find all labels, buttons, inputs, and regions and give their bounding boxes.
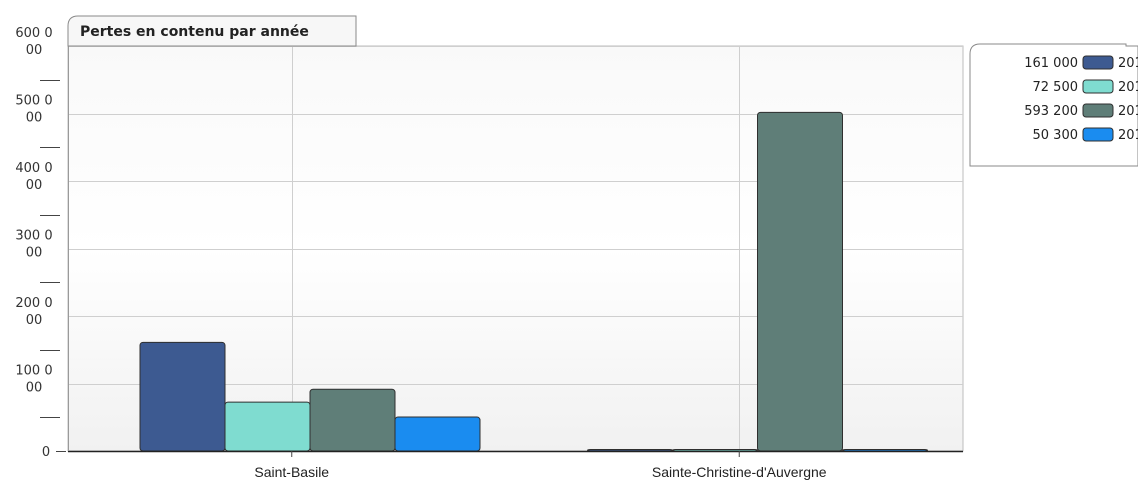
y-tick-label: 100 0 00	[15, 364, 52, 396]
y-tick-label: 200 0 00	[15, 296, 52, 328]
legend: 161 000 2015 72 500 2016 593 200 2017 50 300 20…	[969, 43, 1138, 167]
legend-label-2017[interactable]: 2017	[1118, 104, 1138, 119]
chart-title: Pertes en contenu par année	[80, 24, 309, 40]
y-tick-label: 600 0 00	[15, 26, 52, 58]
y-axis-ticks: 0 100 0 00 200 0 00 300 0 00 400 0 00 500 0 00 600 …	[15, 26, 66, 460]
y-tick-label: 300 0 00	[15, 229, 52, 261]
x-tick-label-saint-basile: Saint-Basile	[254, 464, 329, 480]
legend-label-2015[interactable]: 2015	[1118, 56, 1138, 71]
legend-value-2016: 72 500	[1033, 80, 1079, 95]
legend-label-2018[interactable]: 2018	[1118, 128, 1138, 143]
bars	[139, 111, 928, 452]
y-tick-label: 500 0 00	[15, 94, 52, 126]
y-tick-label: 400 0 00	[15, 161, 52, 193]
legend-swatch-2016	[1082, 79, 1114, 94]
bar-sainte-christine-d-auvergne-2017[interactable]	[757, 111, 843, 452]
legend-swatch-2017	[1082, 103, 1114, 118]
chart-title-tab: Pertes en contenu par année	[67, 15, 357, 47]
legend-swatch-2015	[1082, 55, 1114, 70]
bar-saint-basile-2018[interactable]	[394, 416, 481, 452]
bar-saint-basile-2016[interactable]	[224, 401, 311, 452]
axes	[68, 46, 963, 453]
bar-saint-basile-2017[interactable]	[309, 388, 396, 452]
legend-label-2016[interactable]: 2016	[1118, 80, 1138, 95]
x-axis-ticks: Saint-Basile Sainte-Christine-d'Auvergne	[254, 451, 827, 480]
x-tick-label-sainte-christine-d-auvergne: Sainte-Christine-d'Auvergne	[652, 464, 827, 480]
bar-saint-basile-2015[interactable]	[139, 341, 226, 452]
y-tick-label: 0	[42, 445, 50, 460]
legend-value-2017: 593 200	[1024, 104, 1078, 119]
legend-swatch-2018	[1082, 127, 1114, 142]
legend-value-2018: 50 300	[1033, 128, 1079, 143]
legend-value-2015: 161 000	[1024, 56, 1078, 71]
